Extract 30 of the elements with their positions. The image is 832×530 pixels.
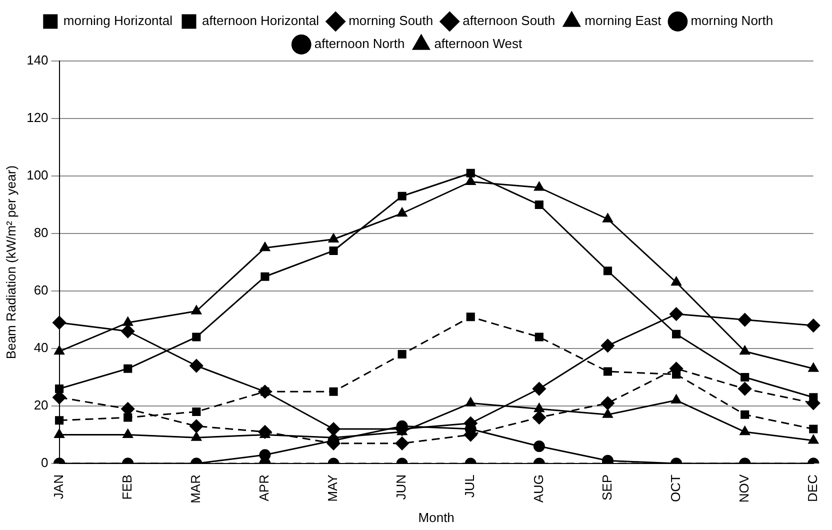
x-tick-label: FEB	[119, 474, 134, 500]
legend-label: afternoon South	[462, 13, 556, 28]
x-tick-label: SEP	[599, 474, 614, 501]
y-tick-label: 60	[34, 282, 48, 298]
legend-label: afternoon West	[434, 36, 523, 52]
x-tick-label: JUL	[462, 474, 478, 498]
y-tick-label: 120	[26, 110, 48, 126]
legend-label: morning Horizontal	[63, 13, 173, 28]
y-tick-label: 100	[26, 168, 48, 183]
legend-label: morning East	[584, 13, 662, 28]
x-tick-label: JUN	[394, 474, 409, 500]
legend-label: afternoon North	[314, 36, 405, 52]
legend-label: morning North	[690, 13, 774, 28]
y-axis-title: Beam Radiation (kW/m² per year)	[3, 165, 18, 360]
x-axis-title: Month	[418, 510, 454, 525]
x-tick-label: AUG	[530, 474, 546, 503]
x-tick-label: MAR	[188, 474, 203, 504]
y-tick-label: 40	[34, 340, 48, 356]
y-tick-label: 0	[41, 455, 48, 470]
legend-label: morning South	[348, 13, 434, 28]
x-tick-label: DEC	[804, 474, 820, 502]
y-tick-label: 80	[34, 225, 48, 240]
x-tick-label: JAN	[50, 474, 66, 500]
y-tick-label: 20	[34, 398, 48, 413]
legend-label: afternoon Horizontal	[202, 13, 320, 28]
x-tick-label: APR	[256, 474, 272, 502]
x-tick-label: NOV	[736, 474, 752, 503]
y-tick-label: 140	[26, 52, 48, 68]
x-tick-label: MAY	[325, 474, 340, 502]
x-tick-label: OCT	[668, 474, 683, 502]
